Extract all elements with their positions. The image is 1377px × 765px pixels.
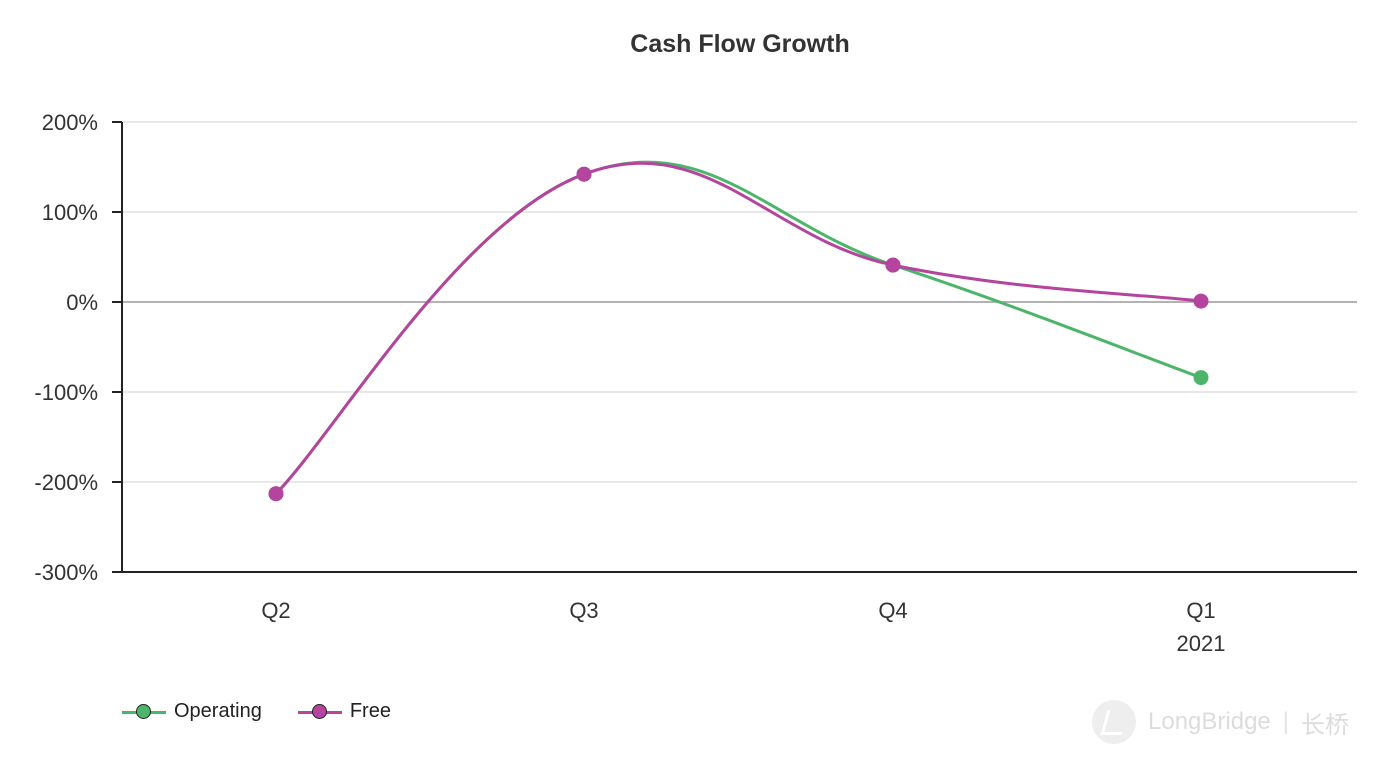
legend-swatch-operating [122,703,166,720]
watermark-brand: LongBridge [1148,708,1271,735]
x-tick-label: Q2 [261,598,290,623]
watermark-chinese: 长桥 [1301,711,1349,739]
series-free [268,161,1209,502]
series-line-free [274,161,1203,496]
x-tick-sublabel: 2021 [1177,631,1226,656]
grid-lines [122,121,1357,483]
y-tick-label: 0% [66,290,98,315]
legend-label-operating: Operating [174,700,262,722]
watermark-separator: | [1282,708,1289,735]
data-point-operating [1193,370,1209,386]
legend-marker-free [311,703,327,719]
y-tick-label: -200% [34,470,98,495]
legend-item-free[interactable]: Free [297,700,391,723]
legend-swatch-free [297,703,342,720]
legend-marker-operating [136,703,151,719]
chart-title: Cash Flow Growth [630,30,849,58]
legend-item-operating[interactable]: Operating [122,700,262,723]
longbridge-logo-icon [1092,700,1136,744]
longbridge-watermark: LongBridge | 长桥 [1092,700,1349,744]
legend-label-free: Free [349,700,391,722]
y-tick-label: 200% [42,110,98,135]
data-point-free [885,257,901,273]
y-tick-label: -300% [34,560,98,585]
data-point-free [268,486,284,502]
y-tick-label: -100% [34,380,98,405]
data-point-free [1193,293,1209,309]
axes [121,122,1357,573]
legend: Operating Free [122,700,391,723]
y-tick-label: 100% [42,200,98,225]
x-tick-label: Q3 [569,598,598,623]
y-axis-ticks: 200% 100% 0% -100% -200% -300% [34,110,122,585]
series [268,160,1209,502]
data-point-free [576,166,592,182]
x-tick-label: Q1 [1186,598,1215,623]
x-tick-label: Q4 [878,598,907,623]
series-operating [268,160,1209,502]
x-axis-ticks: Q2 Q3 Q4 Q1 2021 [261,598,1225,656]
